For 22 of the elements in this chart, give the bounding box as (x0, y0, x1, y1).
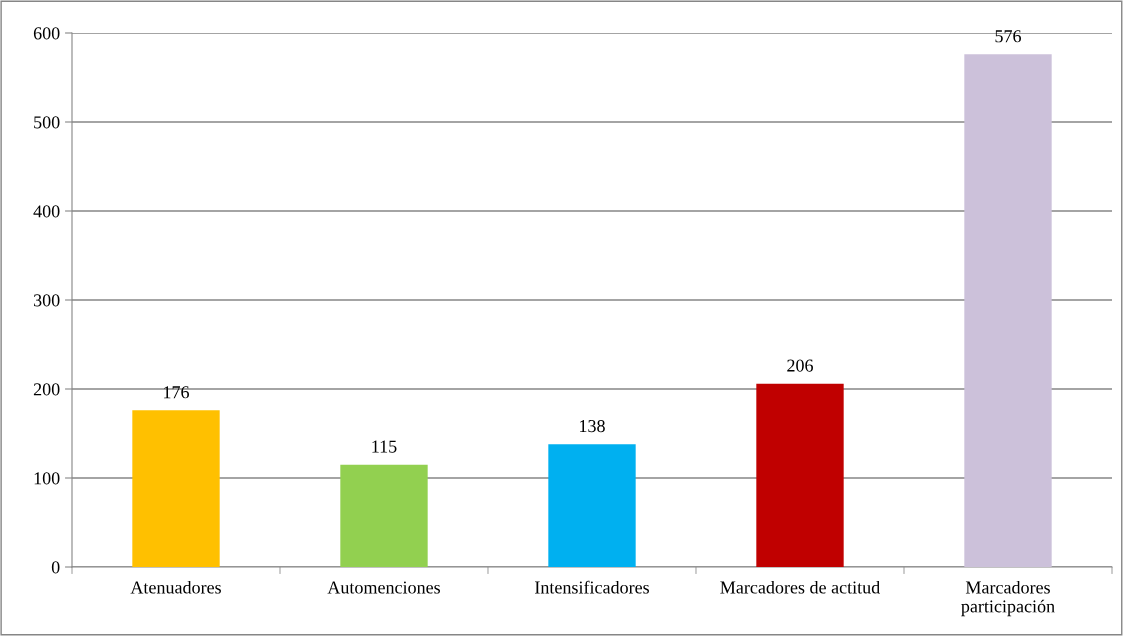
x-tick-label: Intensificadores (535, 580, 649, 594)
x-tick-label: Marcadores de actitud (720, 580, 880, 594)
bar (756, 383, 844, 567)
data-label: 138 (580, 419, 605, 433)
y-tick-label: 500 (34, 116, 60, 129)
y-tick-label: 300 (33, 294, 60, 307)
y-tick-label: 400 (33, 205, 60, 218)
bar (964, 54, 1052, 567)
data-label: 176 (164, 386, 189, 399)
data-label: 115 (372, 440, 397, 453)
data-label: 576 (995, 30, 1021, 43)
y-tick-label: 600 (33, 27, 60, 40)
bar (340, 464, 428, 567)
y-tick-label: 0 (51, 561, 60, 574)
data-label: 206 (787, 359, 813, 372)
bar (132, 410, 220, 567)
x-tick-label: Marcadores participación (961, 580, 1055, 617)
bar (548, 444, 636, 567)
y-tick-label: 200 (33, 383, 60, 396)
x-tick-label: Atenuadores (130, 580, 221, 594)
x-tick-label: Automenciones (327, 581, 441, 594)
y-tick-label: 100 (34, 472, 60, 485)
